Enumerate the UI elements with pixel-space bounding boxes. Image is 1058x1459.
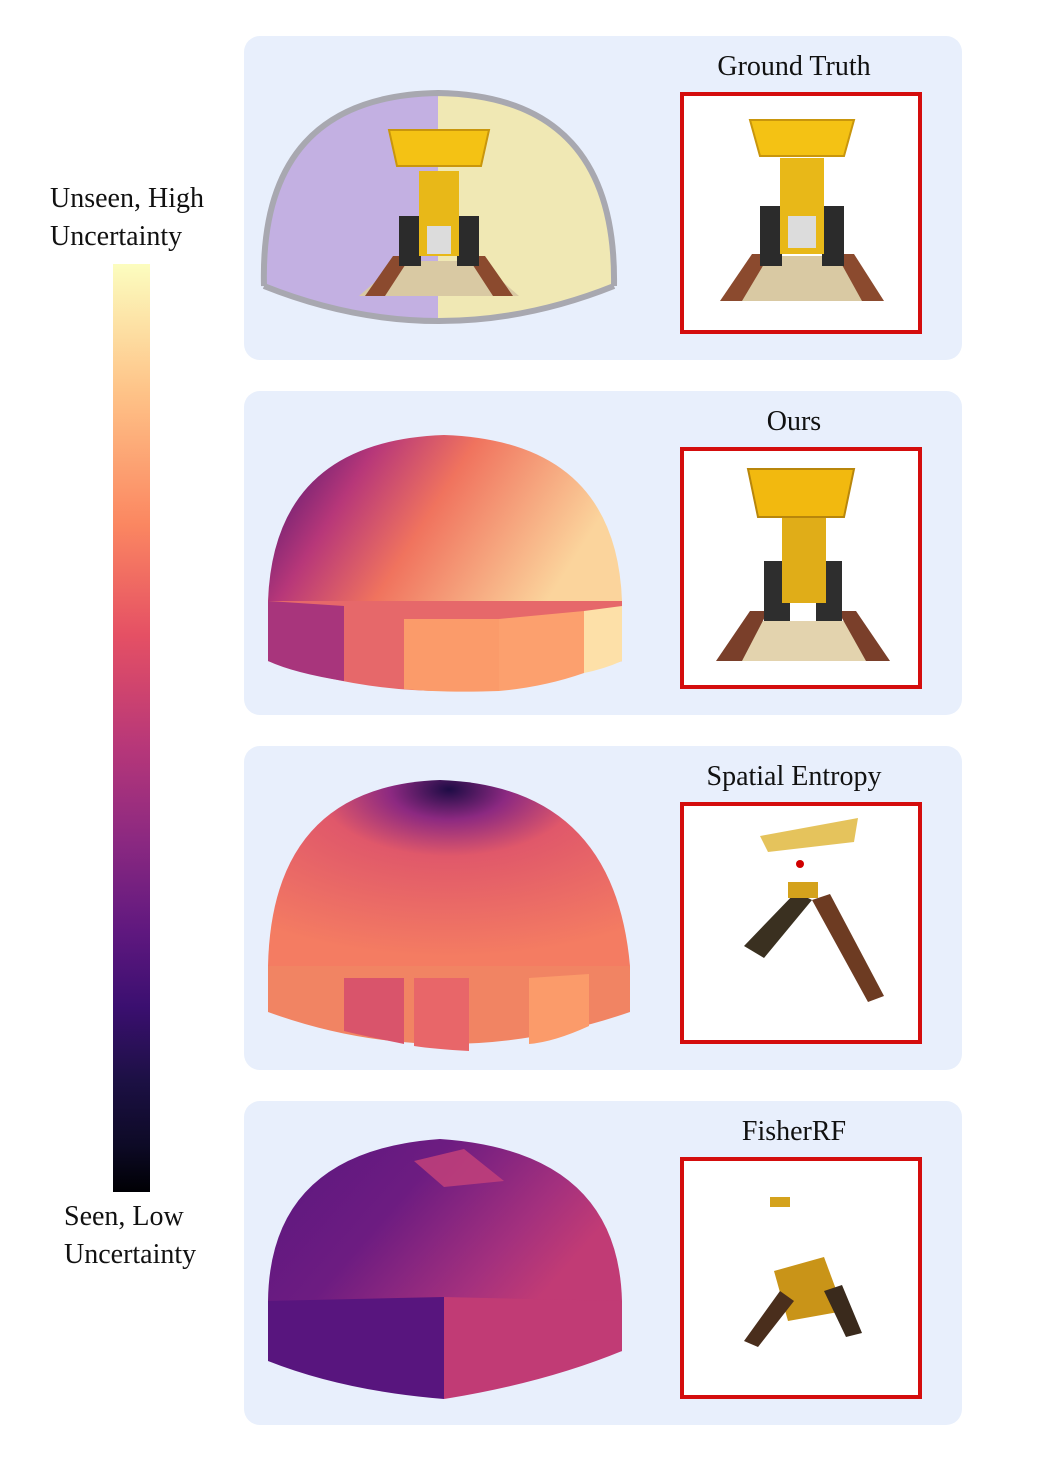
colorbar-bottom-label-line2: Uncertainty (64, 1239, 197, 1270)
panel-ours: Ours (244, 391, 962, 715)
panel-fisherrf: FisherRF (244, 1101, 962, 1425)
view-hemisphere (260, 89, 618, 324)
uncertainty-colorbar (113, 264, 150, 1192)
bulldozer-render-icon (716, 468, 890, 661)
render-frame-ours (680, 447, 922, 689)
colorbar-top-label-line2: Uncertainty (50, 221, 183, 252)
panel-title-spatial-entropy: Spatial Entropy (706, 761, 882, 792)
panel-spatial-entropy: Spatial Entropy (244, 746, 962, 1070)
bulldozer-icon (359, 129, 519, 296)
colorbar-top-label-line1: Unseen, High (50, 183, 204, 214)
colorbar-bottom-label-line1: Seen, Low (64, 1201, 184, 1232)
panel-title-fisherrf: FisherRF (741, 1116, 847, 1147)
bulldozer-render-icon (744, 818, 884, 1002)
uncertainty-dome (268, 780, 630, 1051)
render-frame-ground-truth (680, 92, 922, 334)
render-frame-spatial-entropy (680, 802, 922, 1044)
colorbar-bottom-label: Seen, Low Uncertainty (64, 1198, 196, 1274)
panel-title-ours: Ours (766, 406, 822, 437)
bulldozer-render-icon (720, 119, 884, 301)
render-frame-fisherrf (680, 1157, 922, 1399)
uncertainty-dome (268, 1139, 622, 1399)
panel-title-ground-truth: Ground Truth (717, 51, 871, 82)
bulldozer-render-icon (744, 1197, 862, 1347)
panel-ground-truth: Ground Truth (244, 36, 962, 360)
uncertainty-dome (268, 435, 622, 692)
colorbar-top-label: Unseen, High Uncertainty (50, 180, 204, 256)
